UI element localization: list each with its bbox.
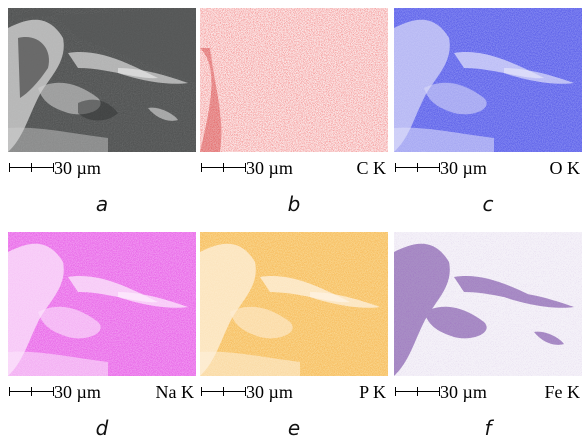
scale-label: 30 µm — [246, 382, 293, 402]
scale-label: 30 µm — [54, 382, 101, 402]
scale-label: 30 µm — [246, 158, 293, 178]
element-label: Fe K — [544, 382, 581, 402]
panel-label-c: c — [482, 192, 494, 216]
panel-label-b: b — [287, 192, 301, 216]
element-label: C K — [356, 158, 386, 178]
scale-bar-b: 30 µm C K — [200, 158, 388, 180]
scale-bar-e: 30 µm P K — [200, 382, 388, 404]
scale-bar-c: 30 µm O K — [394, 158, 582, 180]
scale-label: 30 µm — [440, 158, 487, 178]
element-label: Na K — [155, 382, 195, 402]
panel-label-a: a — [95, 192, 109, 216]
panel-label-d: d — [95, 416, 109, 440]
scale-label: 30 µm — [54, 158, 101, 178]
element-label: O K — [549, 158, 581, 178]
scale-label: 30 µm — [440, 382, 487, 402]
scale-bar-f: 30 µm Fe K — [394, 382, 582, 404]
scale-bar-d: 30 µm Na K — [8, 382, 196, 404]
eds-map-oxygen — [394, 8, 582, 152]
panel-label-e: e — [287, 416, 301, 440]
panel-label-f: f — [484, 416, 492, 440]
eds-map-phosphorus — [200, 232, 388, 376]
eds-map-carbon — [200, 8, 388, 152]
sem-image-a — [8, 8, 196, 152]
scale-bar-a: 30 µm — [8, 158, 196, 180]
eds-map-sodium — [8, 232, 196, 376]
element-label: P K — [359, 382, 386, 402]
eds-map-iron — [394, 232, 582, 376]
